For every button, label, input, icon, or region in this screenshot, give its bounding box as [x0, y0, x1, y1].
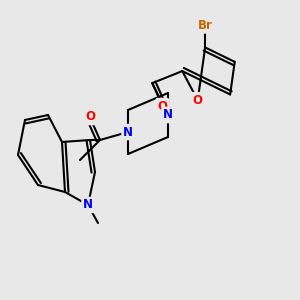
Text: N: N	[123, 125, 133, 139]
Text: O: O	[157, 100, 167, 112]
Text: N: N	[163, 109, 173, 122]
Text: O: O	[85, 110, 95, 124]
Text: Br: Br	[198, 19, 213, 32]
Text: N: N	[83, 199, 93, 212]
Text: O: O	[193, 94, 203, 107]
